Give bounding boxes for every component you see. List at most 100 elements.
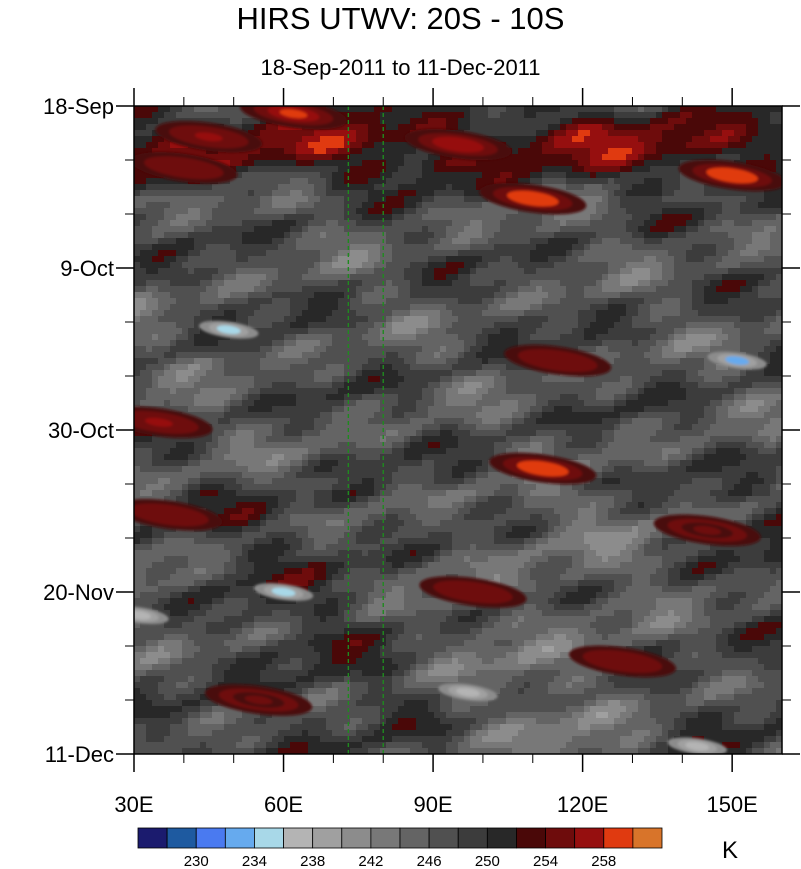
field-cell: [344, 226, 351, 233]
field-cell: [242, 376, 249, 383]
field-cell: [716, 238, 723, 245]
field-cell: [200, 184, 207, 191]
field-cell: [524, 340, 531, 347]
field-cell: [260, 226, 267, 233]
field-cell: [296, 142, 303, 149]
field-cell: [386, 202, 393, 209]
field-cell: [188, 280, 195, 287]
field-cell: [356, 178, 363, 185]
field-cell: [746, 160, 753, 167]
field-cell: [506, 166, 513, 173]
field-cell: [710, 322, 717, 329]
field-cell: [428, 118, 435, 125]
field-cell: [404, 322, 411, 329]
field-cell: [194, 238, 201, 245]
field-cell: [434, 256, 441, 263]
field-cell: [380, 136, 387, 143]
field-cell: [614, 124, 621, 131]
field-cell: [590, 136, 597, 143]
field-cell: [404, 346, 411, 353]
field-cell: [422, 370, 429, 377]
field-cell: [776, 256, 782, 263]
field-cell: [446, 262, 453, 269]
field-cell: [248, 130, 255, 137]
field-cell: [200, 232, 207, 239]
field-cell: [662, 292, 669, 299]
field-cell: [428, 340, 435, 347]
field-cell: [560, 130, 567, 137]
field-cell: [194, 148, 201, 155]
field-cell: [374, 340, 381, 347]
field-cell: [626, 160, 633, 167]
field-cell: [224, 214, 231, 221]
field-cell: [572, 214, 579, 221]
field-cell: [758, 376, 765, 383]
field-cell: [668, 208, 675, 215]
field-cell: [410, 316, 417, 323]
field-cell: [356, 298, 363, 305]
field-cell: [404, 358, 411, 365]
field-cell: [542, 298, 549, 305]
field-cell: [548, 268, 555, 275]
field-cell: [542, 154, 549, 161]
field-cell: [722, 112, 729, 119]
field-cell: [626, 262, 633, 269]
field-cell: [284, 262, 291, 269]
field-cell: [332, 274, 339, 281]
field-cell: [752, 250, 759, 257]
field-cell: [200, 352, 207, 359]
field-cell: [200, 190, 207, 197]
field-cell: [710, 238, 717, 245]
field-cell: [614, 304, 621, 311]
field-cell: [728, 376, 735, 383]
field-cell: [512, 274, 519, 281]
field-cell: [374, 208, 381, 215]
field-cell: [728, 268, 735, 275]
field-cell: [602, 262, 609, 269]
field-cell: [476, 172, 483, 179]
field-cell: [632, 112, 639, 119]
field-cell: [572, 226, 579, 233]
field-cell: [404, 316, 411, 323]
field-cell: [224, 238, 231, 245]
field-cell: [566, 262, 573, 269]
field-cell: [626, 316, 633, 323]
field-cell: [188, 112, 195, 119]
field-cell: [152, 112, 159, 119]
field-cell: [230, 298, 237, 305]
field-cell: [620, 106, 627, 113]
field-cell: [530, 112, 537, 119]
field-cell: [596, 322, 603, 329]
field-cell: [482, 166, 489, 173]
field-cell: [680, 304, 687, 311]
field-cell: [710, 136, 717, 143]
field-cell: [446, 304, 453, 311]
field-cell: [434, 172, 441, 179]
field-cell: [548, 328, 555, 335]
field-cell: [452, 322, 459, 329]
field-cell: [440, 268, 447, 275]
field-cell: [260, 166, 267, 173]
field-cell: [152, 334, 159, 341]
field-cell: [218, 262, 225, 269]
field-cell: [494, 136, 501, 143]
field-cell: [716, 280, 723, 287]
field-cell: [332, 376, 339, 383]
field-cell: [410, 214, 417, 221]
field-cell: [482, 220, 489, 227]
field-cell: [656, 328, 663, 335]
field-cell: [488, 166, 495, 173]
field-cell: [698, 334, 705, 341]
field-cell: [188, 250, 195, 257]
field-cell: [572, 190, 579, 197]
field-cell: [542, 148, 549, 155]
field-cell: [752, 196, 759, 203]
field-cell: [530, 322, 537, 329]
field-cell: [446, 364, 453, 371]
field-cell: [746, 118, 753, 125]
field-cell: [338, 346, 345, 353]
field-cell: [530, 328, 537, 335]
field-cell: [434, 286, 441, 293]
field-cell: [722, 322, 729, 329]
field-cell: [776, 214, 782, 221]
